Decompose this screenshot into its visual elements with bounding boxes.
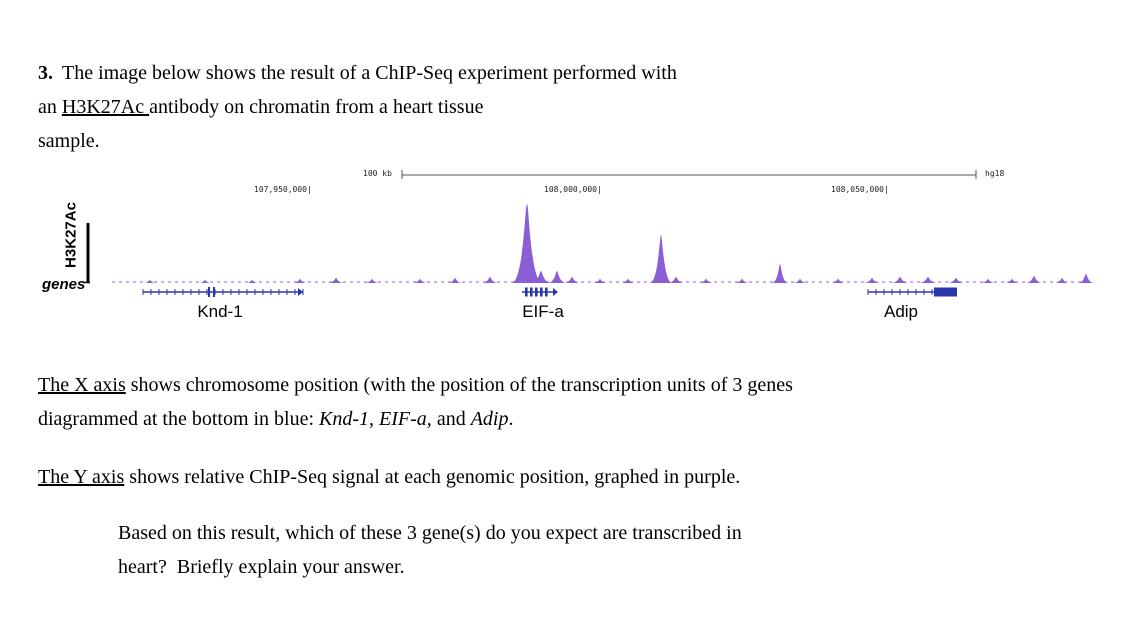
gene-label-eifa: EIF-a [522,302,564,321]
prompt-line2: heart? Briefly explain your answer. [118,556,405,578]
question-paragraph: 3. The image below shows the result of a … [0,0,1140,158]
question-prompt: Based on this result, which of these 3 g… [118,516,1100,584]
gene-arrowhead [298,288,303,296]
gene-name-eifa: EIF-a, [379,408,432,430]
question-number: 3. [38,62,53,84]
signal-peak [365,279,379,283]
signal-peak [531,271,551,283]
prompt-line1: Based on this result, which of these 3 g… [118,522,742,544]
gene-thick-tick [530,287,533,297]
coordinate-label-3: 108,050,000| [831,185,889,194]
signal-peak [864,278,880,283]
signal-peak [735,279,749,283]
genes-row-label: genes [42,276,86,293]
signal-peak [793,279,807,283]
gene-thick-tick [540,287,543,297]
signal-peak [482,277,498,283]
signal-peak [981,279,995,283]
x-axis-line2-pre: diagrammed at the bottom in blue: [38,408,320,430]
y-axis-paragraph: The Y axis shows relative ChIP-Seq signa… [38,460,1100,494]
question-line1-text: The image below shows the result of a Ch… [62,62,677,84]
signal-peak [548,271,566,283]
signal-peak [199,280,211,283]
y-axis-underlined: The Y axis [38,466,125,488]
signal-peak [919,277,937,283]
signal-peak [144,280,156,283]
signal-peak [593,279,607,283]
gene-name-adip: Adip [470,408,509,430]
question-line2-rest: antibody on chromatin from a heart tissu… [149,96,484,118]
gene-thick-tick [525,287,528,297]
question-line2-pre: an [38,96,62,118]
signal-peak [1078,274,1094,283]
signal-peak [1005,279,1019,283]
genome-browser-figure: 100 kb hg18 107,950,000| 108,000,000| 10… [0,166,1140,326]
y-axis-bar [86,223,90,283]
gene-label-knd1: Knd-1 [197,302,243,321]
signal-peak [1026,276,1042,283]
y-axis-track-label: H3K27Ac [62,202,80,268]
signal-peak [699,279,713,283]
gene-box [934,287,957,297]
gene-arrowhead [553,288,558,296]
scale-bar-label: 100 kb [363,169,392,178]
signal-peak [564,277,580,283]
figure-svg [83,170,1094,297]
coordinate-label-2: 108,000,000| [544,185,602,194]
gene-thick-tick [545,287,548,297]
signal-peak [328,278,344,283]
signal-peak [621,279,635,283]
gene-name-knd1: Knd-1 [319,408,370,430]
signal-peak [512,204,542,283]
signal-peak [891,277,909,283]
y-axis-rest: shows relative ChIP-Seq signal at each g… [124,466,741,488]
question-line3-text: sample. [38,130,100,152]
x-axis-end: . [508,408,514,430]
signal-peak [246,280,258,283]
signal-peak [668,277,684,283]
body-text: The X axis shows chromosome position (wi… [0,368,1140,584]
signal-peak [772,264,788,283]
signal-peak [650,235,672,283]
x-axis-paragraph: The X axis shows chromosome position (wi… [38,368,1100,436]
question-text: 3. The image below shows the result of a … [38,56,1100,158]
gene-thick-tick [535,287,538,297]
signal-peak [293,279,307,283]
gene-label-adip: Adip [883,302,919,321]
signal-peak [831,279,845,283]
antibody-name: H3K27Ac [61,96,150,118]
x-axis-sep2: and [431,408,471,430]
signal-peak [948,278,964,283]
x-axis-underlined: The X axis [38,374,126,396]
x-axis-sep1: , [369,408,380,430]
signal-peak [413,279,427,283]
signal-peak [448,278,462,283]
genome-assembly-label: hg18 [985,169,1005,178]
x-axis-line1-rest: shows chromosome position (with the posi… [125,374,793,396]
signal-peak [1055,278,1069,283]
coordinate-label-1: 107,950,000| [254,185,312,194]
